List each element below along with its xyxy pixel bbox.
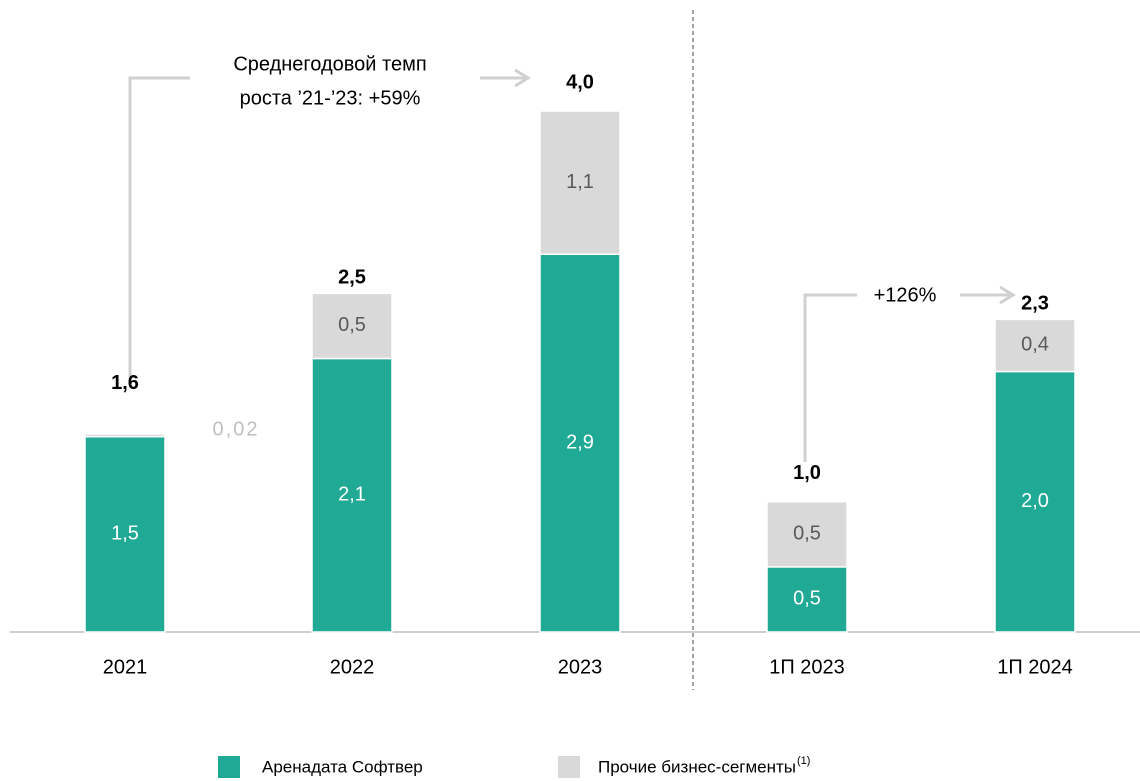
total-label: 2,5 [338, 267, 366, 289]
total-label: 1,6 [111, 372, 139, 394]
bar-segment [766, 501, 848, 568]
annotation: Среднегодовой темп [233, 53, 426, 75]
value-label: 2,9 [566, 431, 594, 453]
value-label: 0,5 [793, 588, 821, 610]
value-label: 0,02 [213, 418, 260, 440]
total-label: 2,3 [1021, 293, 1049, 315]
value-label: 2,0 [1021, 490, 1049, 512]
legend-swatch [218, 756, 240, 778]
value-label: 1,5 [111, 523, 139, 545]
value-label: 0,5 [338, 314, 366, 336]
legend-swatch [558, 756, 580, 778]
x-tick-label: 2023 [558, 656, 603, 678]
x-tick-label: 1П 2024 [997, 656, 1073, 678]
bar-segment [994, 370, 1076, 633]
bracket [128, 76, 190, 380]
bracket [803, 293, 857, 462]
value-label: 2,1 [338, 484, 366, 506]
value-label: 0,5 [793, 523, 821, 545]
value-label: 1,1 [566, 171, 594, 193]
total-label: 1,0 [793, 462, 821, 484]
bar-segment [539, 110, 621, 256]
bar-segment [84, 433, 166, 438]
value-label: 0,4 [1021, 334, 1049, 356]
bar-segment [539, 253, 621, 633]
x-tick-label: 2021 [103, 656, 148, 678]
x-tick-label: 1П 2023 [769, 656, 845, 678]
annotation: роста ’21-’23: +59% [240, 87, 421, 109]
bar-segment [311, 292, 393, 360]
arrowhead [514, 68, 531, 88]
total-label: 4,0 [566, 71, 594, 93]
x-tick-label: 2022 [330, 656, 375, 678]
bar-segment [84, 435, 166, 633]
legend-label: Аренадата Софтвер [262, 757, 423, 776]
bar-segment [994, 318, 1076, 373]
annotation: +126% [874, 284, 937, 306]
arrowhead [999, 285, 1016, 305]
legend-label: Прочие бизнес-сегменты [598, 757, 796, 776]
bar-segment [766, 566, 848, 633]
legend-note: (1) [797, 755, 810, 767]
